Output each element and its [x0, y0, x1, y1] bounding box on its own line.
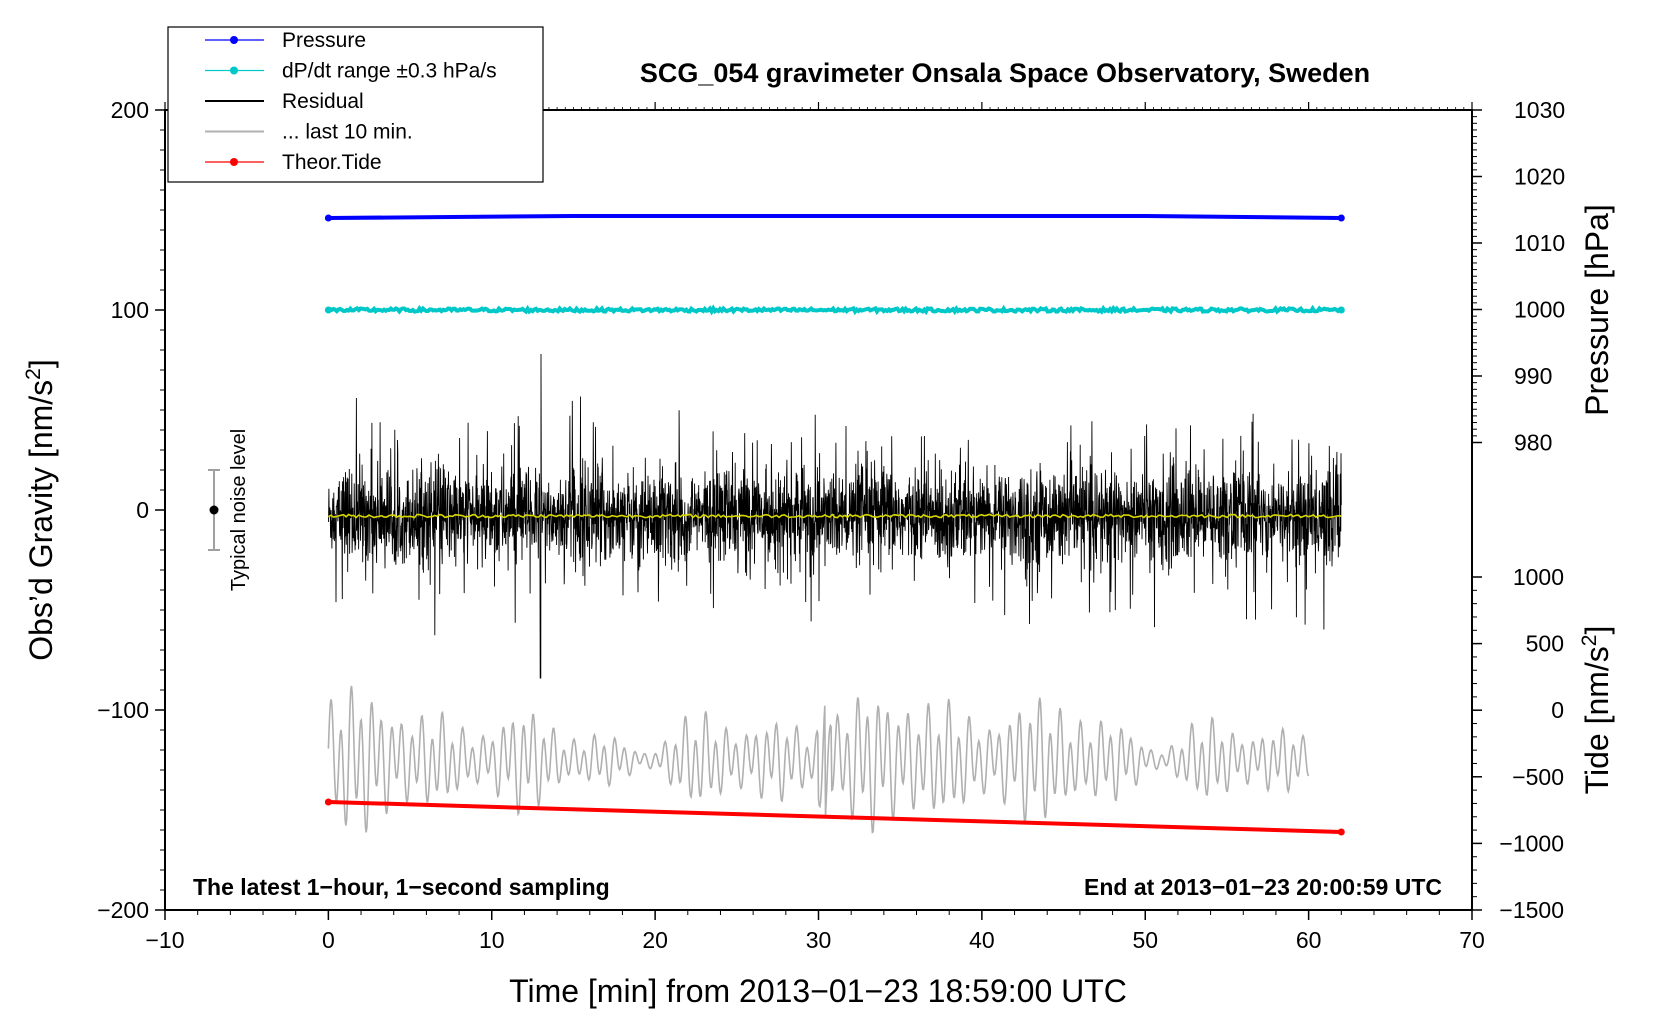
series-theor-tide-marker	[324, 798, 332, 806]
series-dpdt-marker	[1337, 306, 1345, 314]
series-theor-tide	[328, 800, 1342, 834]
y-pressure-tick-label: 990	[1514, 363, 1552, 389]
series-last-10-min	[327, 685, 1310, 834]
y-axis-title-tide-sup: 2	[1578, 635, 1601, 647]
y-tide-tick-label: −500	[1512, 764, 1564, 790]
legend-label: ... last 10 min.	[282, 121, 413, 144]
x-tick-label: −10	[145, 927, 184, 953]
legend: Pressure dP/dt range ±0.3 hPa/s Residual..…	[167, 26, 544, 183]
y-left-tick-label: 0	[136, 497, 149, 523]
annotation-bottom-right: End at 2013−01−23 20:00:59 UTC	[1084, 874, 1442, 900]
x-tick-label: 10	[479, 927, 505, 953]
residual-smoothed-line	[328, 513, 1342, 519]
y-tide-tick-label: 500	[1526, 631, 1564, 657]
y-axis-title-left-end: ]	[23, 359, 59, 368]
y-left-tick-label: 200	[111, 97, 149, 123]
chart-title: SCG_054 gravimeter Onsala Space Observat…	[640, 58, 1370, 88]
x-tick-label: 20	[642, 927, 668, 953]
legend-label: Pressure	[282, 29, 366, 52]
legend-marker	[230, 36, 238, 44]
y-tide-tick-label: 0	[1551, 697, 1564, 723]
legend-box	[167, 26, 544, 183]
y-tide-tick-label: 1000	[1513, 564, 1564, 590]
series-layer	[324, 214, 1345, 836]
y-tide-tick-label: −1000	[1499, 830, 1564, 856]
y-axis-title-left: Obs’d Gravity [nm/s2]	[22, 359, 59, 661]
series-dpdt	[328, 304, 1342, 316]
y-tide-tick-label: −1500	[1499, 897, 1564, 923]
noise-indicator: Typical noise level	[208, 429, 250, 591]
y-axis-title-tide: Tide [nm/s2]	[1578, 626, 1615, 795]
series-theor-tide-marker	[1337, 828, 1345, 836]
legend-label: Theor.Tide	[282, 151, 382, 174]
y-pressure-tick-label: 1010	[1514, 230, 1565, 256]
x-tick-label: 50	[1132, 927, 1158, 953]
series-pressure-marker	[1337, 214, 1345, 222]
y-axis-title-tide-main: Tide [nm/s	[1579, 646, 1615, 794]
legend-label: Residual	[282, 90, 364, 113]
legend-marker	[230, 66, 238, 75]
x-tick-label: 40	[969, 927, 995, 953]
y-axis-title-left-sup: 2	[22, 368, 45, 380]
y-pressure-tick-label: 1000	[1514, 297, 1565, 323]
x-axis-title: Time [min] from 2013−01−23 18:59:00 UTC	[509, 973, 1127, 1009]
series-dpdt-marker	[324, 306, 332, 314]
annotation-bottom-left: The latest 1−hour, 1−second sampling	[193, 874, 610, 900]
x-tick-label: 60	[1296, 927, 1322, 953]
y-left-tick-label: −200	[97, 897, 149, 923]
noise-center-dot	[209, 505, 219, 515]
y-pressure-tick-label: 1030	[1514, 97, 1565, 123]
y-axis-title-tide-end: ]	[1579, 626, 1615, 635]
noise-indicator-label: Typical noise level	[228, 429, 250, 591]
y-axis-title-left-main: Obs’d Gravity [nm/s	[23, 380, 59, 661]
y-pressure-tick-label: 1020	[1514, 164, 1565, 190]
x-tick-label: 30	[806, 927, 832, 953]
series-pressure-marker	[324, 214, 332, 222]
y-left-tick-label: 100	[111, 297, 149, 323]
legend-label: dP/dt range ±0.3 hPa/s	[282, 60, 497, 83]
legend-marker	[230, 158, 238, 166]
series-pressure	[328, 214, 1342, 220]
x-tick-label: 0	[322, 927, 335, 953]
y-axis-title-pressure: Pressure [hPa]	[1579, 204, 1615, 416]
series-residual	[327, 353, 1342, 679]
y-left-tick-label: −100	[97, 697, 149, 723]
y-pressure-tick-label: 980	[1514, 430, 1552, 456]
x-tick-label: 70	[1459, 927, 1485, 953]
